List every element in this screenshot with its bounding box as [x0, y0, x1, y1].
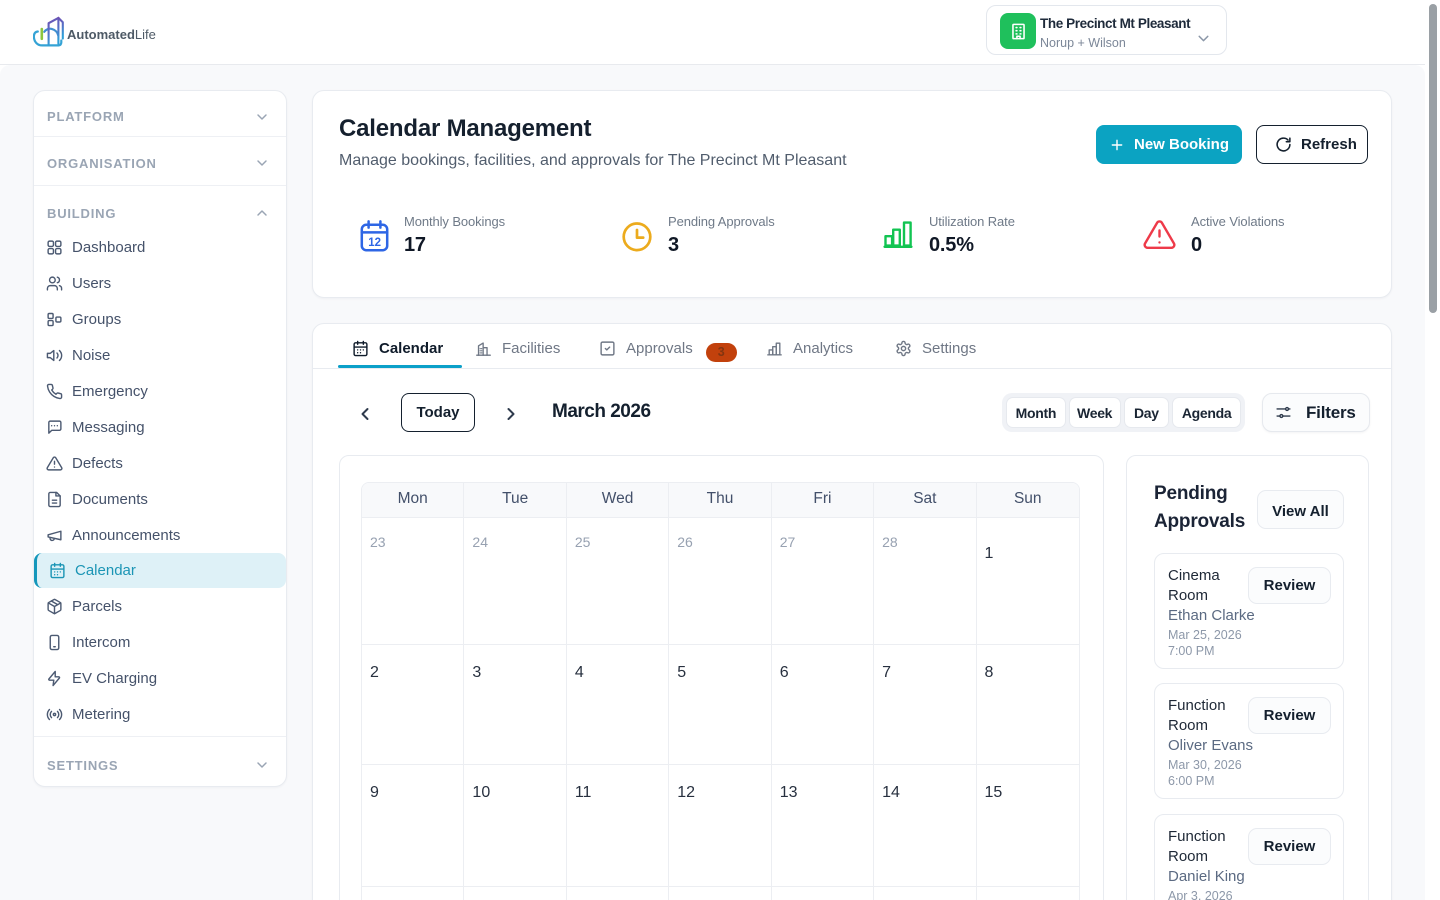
svg-text:12: 12: [368, 237, 381, 249]
